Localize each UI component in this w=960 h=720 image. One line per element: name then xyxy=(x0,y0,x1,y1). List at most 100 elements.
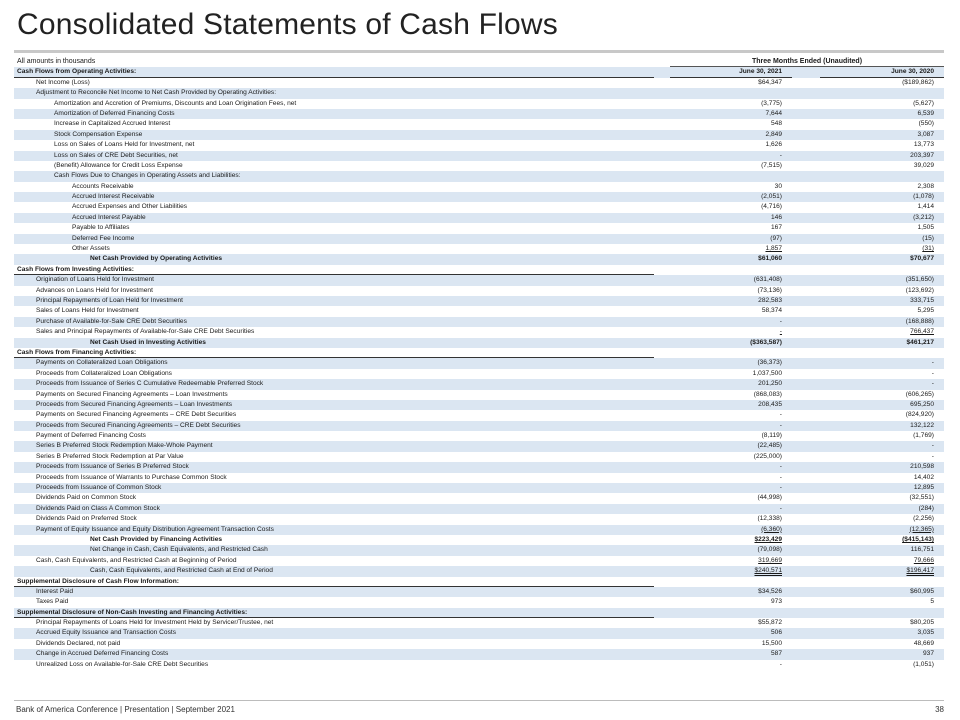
value-2021: - xyxy=(779,411,782,419)
value-2020: 14,402 xyxy=(913,473,934,481)
row-label: Accrued Equity Issuance and Transaction … xyxy=(36,629,177,637)
table-row: Dividends Paid on Class A Common Stock - (… xyxy=(14,503,944,515)
table-row: Proceeds from Issuance of Common Stock - 1… xyxy=(14,483,944,494)
value-2021: 587 xyxy=(770,650,782,658)
section-underline xyxy=(14,617,654,619)
value-2020: 132,122 xyxy=(910,421,934,429)
table-row: Proceeds from Issuance of Series C Cumul… xyxy=(14,379,944,390)
table-row: Accrued Interest Payable 146 (3,212) xyxy=(14,212,944,224)
row-label: Loss on Sales of Loans Held for Investme… xyxy=(54,141,195,149)
value-2020: (606,265) xyxy=(905,390,934,398)
footer-text: Bank of America Conference | Presentatio… xyxy=(16,705,235,714)
table-row: Principal Repayments of Loans Held for I… xyxy=(14,618,944,628)
value-2021: 1,037,500 xyxy=(752,369,782,377)
table-row: Dividends Paid on Preferred Stock (12,338… xyxy=(14,514,944,524)
table-row: Net Cash Provided by Financing Activitie… xyxy=(14,535,944,545)
row-label: Payments on Collateralized Loan Obligati… xyxy=(36,359,168,367)
table-row: Sales and Principal Repayments of Availa… xyxy=(14,327,944,337)
value-2020: 2,308 xyxy=(917,182,934,190)
value-2020: (3,212) xyxy=(913,213,934,221)
table-row: Net Cash Provided by Operating Activitie… xyxy=(14,254,944,265)
value-2020: 695,250 xyxy=(910,400,934,408)
value-2021: (79,098) xyxy=(757,546,782,554)
row-label: Taxes Paid xyxy=(36,598,69,606)
value-2021: 973 xyxy=(770,598,782,606)
row-label: Origination of Loans Held for Investment xyxy=(36,276,155,284)
row-label: Proceeds from Collateralized Loan Obliga… xyxy=(36,369,172,377)
value-2021: 1,857 xyxy=(765,245,782,253)
row-label: Proceeds from Issuance of Common Stock xyxy=(36,484,162,492)
row-label: Dividends Paid on Preferred Stock xyxy=(36,515,137,523)
value-2020: $80,205 xyxy=(910,619,934,627)
value-2021: (225,000) xyxy=(753,452,782,460)
value-2021: - xyxy=(779,421,782,429)
section-header-row: Supplemental Disclosure of Cash Flow Inf… xyxy=(14,577,944,587)
row-label: Accrued Interest Receivable xyxy=(72,193,155,201)
value-2020: (284) xyxy=(918,504,934,512)
value-2020: ($189,862) xyxy=(902,78,934,86)
row-label: Advances on Loans Held for Investment xyxy=(36,286,153,294)
table-row: Payments on Collateralized Loan Obligati… xyxy=(14,358,944,369)
value-2020: 116,751 xyxy=(910,546,934,554)
value-2021: 7,644 xyxy=(765,109,782,117)
section-header-row: Cash Flows from Operating Activities: Jun… xyxy=(14,67,944,78)
value-2020: (123,692) xyxy=(905,286,934,294)
row-label: Stock Compensation Expense xyxy=(54,130,143,138)
table-row: Dividends Declared, not paid 15,500 48,669 xyxy=(14,639,944,649)
row-label: Principal Repayments of Loans Held for I… xyxy=(36,619,274,627)
table-row: Cash, Cash Equivalents, and Restricted C… xyxy=(14,556,944,566)
value-2021: (22,485) xyxy=(757,442,782,450)
period-span-header: Three Months Ended (Unaudited) xyxy=(751,58,863,65)
section-header-row: Cash Flows from Investing Activities: xyxy=(14,265,944,276)
footer-divider xyxy=(14,700,944,701)
table-row: Dividends Paid on Common Stock (44,998) (3… xyxy=(14,493,944,503)
value-2021: 208,435 xyxy=(758,400,782,408)
row-label: Amortization and Accretion of Premiums, … xyxy=(54,99,297,107)
row-label: Dividends Declared, not paid xyxy=(36,639,121,647)
value-2021: - xyxy=(779,463,782,471)
value-2021: (73,136) xyxy=(757,286,782,294)
value-2021: $64,347 xyxy=(758,78,782,86)
row-label: Increase in Capitalized Accrued Interest xyxy=(54,120,171,128)
table-row: Advances on Loans Held for Investment (73… xyxy=(14,286,944,296)
row-label: Other Assets xyxy=(72,245,110,253)
value-2020: 3,087 xyxy=(917,130,934,138)
col2-underline xyxy=(820,76,944,78)
row-label: Dividends Paid on Common Stock xyxy=(36,494,137,502)
value-2020: 1,414 xyxy=(917,203,934,211)
row-label: Accrued Expenses and Other Liabilities xyxy=(72,203,188,211)
value-2020: 5 xyxy=(930,598,934,606)
table-row: Purchase of Available-for-Sale CRE Debt … xyxy=(14,316,944,328)
row-label: Net Change in Cash, Cash Equivalents, an… xyxy=(90,546,268,554)
row-label: Cash Flows from Operating Activities: xyxy=(17,68,137,76)
value-2021: (44,998) xyxy=(757,494,782,502)
table-header-row: All amounts in thousands Three Months En… xyxy=(14,57,944,68)
row-label: Proceeds from Issuance of Series B Prefe… xyxy=(36,463,189,471)
row-label: Payable to Affiliates xyxy=(72,224,130,232)
value-2020: 5,295 xyxy=(917,307,934,315)
table-row: Taxes Paid 973 5 xyxy=(14,597,944,607)
table-row: Payments on Secured Financing Agreements… xyxy=(14,390,944,400)
value-2020: (12,365) xyxy=(909,525,934,533)
value-2021: June 30, 2021 xyxy=(739,68,782,76)
value-2020: $196,417 xyxy=(906,567,934,575)
table-row: Accrued Expenses and Other Liabilities (4… xyxy=(14,202,944,212)
row-label: Supplemental Disclosure of Cash Flow Inf… xyxy=(17,577,179,585)
row-label: Payments on Secured Financing Agreements… xyxy=(36,390,228,398)
table-row: Amortization of Deferred Financing Costs… xyxy=(14,108,944,120)
row-label: Proceeds from Secured Financing Agreemen… xyxy=(36,400,233,408)
row-label: Amortization of Deferred Financing Costs xyxy=(54,109,175,117)
value-2021: 2,849 xyxy=(765,130,782,138)
value-2021: 201,250 xyxy=(758,380,782,388)
value-2021: (97) xyxy=(770,234,782,242)
value-2020: $70,677 xyxy=(910,255,934,263)
table-row: Stock Compensation Expense 2,849 3,087 xyxy=(14,129,944,141)
table-row: Cash Flows Due to Changes in Operating A… xyxy=(14,171,944,182)
title-divider xyxy=(14,50,944,53)
value-2021: (8,119) xyxy=(761,432,782,440)
value-2021: $223,429 xyxy=(754,535,782,543)
row-label: Payments on Secured Financing Agreements… xyxy=(36,411,237,419)
value-2020: 6,539 xyxy=(917,109,934,117)
table-row: Cash, Cash Equivalents, and Restricted C… xyxy=(14,566,944,577)
value-2021: - xyxy=(779,660,782,668)
